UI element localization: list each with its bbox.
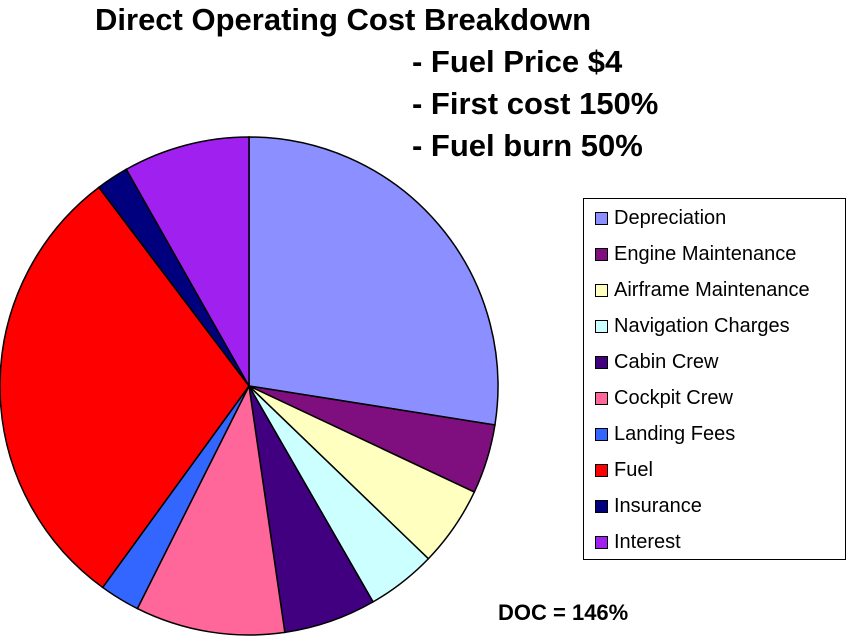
legend-item-insurance: Insurance [595, 493, 702, 519]
legend-item-cockpit-crew: Cockpit Crew [595, 385, 733, 411]
legend-swatch-navigation-charges [595, 319, 608, 333]
pie-slice-cockpit-crew [136, 383, 286, 636]
legend-label-insurance: Insurance [614, 494, 702, 517]
legend-swatch-insurance [595, 499, 608, 513]
chart-subtitle-fuel-price: - Fuel Price $4 [412, 44, 623, 79]
pie-slice-interest [125, 136, 250, 389]
legend-label-navigation-charges: Navigation Charges [614, 314, 790, 337]
legend-item-engine-maintenance: Engine Maintenance [595, 241, 796, 267]
legend-swatch-engine-maintenance [595, 247, 608, 261]
legend-label-interest: Interest [614, 530, 681, 553]
legend-label-landing-fees: Landing Fees [614, 422, 736, 445]
chart-subtitle-fuel-burn: - Fuel burn 50% [412, 128, 643, 163]
legend-item-airframe-maintenance: Airframe Maintenance [595, 277, 810, 303]
legend-item-fuel: Fuel [595, 457, 653, 483]
legend-swatch-airframe-maintenance [595, 283, 608, 297]
legend-label-airframe-maintenance: Airframe Maintenance [614, 278, 810, 301]
legend-swatch-interest [595, 535, 608, 549]
chart-legend: Depreciation Engine Maintenance Airframe M… [583, 198, 846, 560]
pie-slice-depreciation [248, 136, 499, 426]
legend-swatch-landing-fees [595, 427, 608, 441]
doc-annotation: DOC = 146% [498, 600, 629, 625]
legend-swatch-fuel [595, 463, 608, 477]
legend-label-cabin-crew: Cabin Crew [614, 350, 719, 373]
legend-swatch-depreciation [595, 211, 608, 225]
pie-slice-fuel [0, 186, 250, 589]
legend-item-cabin-crew: Cabin Crew [595, 349, 718, 375]
legend-label-fuel: Fuel [614, 458, 653, 481]
legend-item-interest: Interest [595, 529, 681, 555]
legend-swatch-cabin-crew [595, 355, 608, 369]
legend-item-navigation-charges: Navigation Charges [595, 313, 790, 339]
chart-subtitle-first-cost: - First cost 150% [412, 86, 659, 121]
legend-swatch-cockpit-crew [595, 391, 608, 405]
legend-item-landing-fees: Landing Fees [595, 421, 735, 447]
legend-label-depreciation: Depreciation [614, 206, 727, 229]
legend-label-engine-maintenance: Engine Maintenance [614, 242, 797, 265]
legend-item-depreciation: Depreciation [595, 205, 726, 231]
legend-label-cockpit-crew: Cockpit Crew [614, 386, 733, 409]
chart-title: Direct Operating Cost Breakdown [95, 2, 592, 37]
